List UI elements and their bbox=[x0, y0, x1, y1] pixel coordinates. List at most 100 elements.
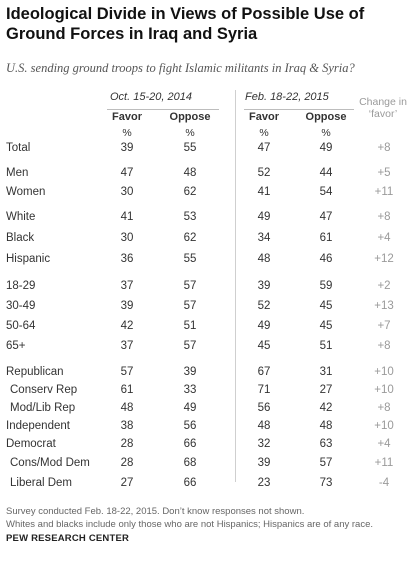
oct-favor-value: 39 bbox=[120, 300, 134, 312]
feb-oppose-value: 61 bbox=[319, 232, 333, 244]
feb-favor-value: 48 bbox=[257, 420, 271, 432]
row-label: Men bbox=[6, 167, 29, 179]
feb-favor-value: 47 bbox=[257, 142, 271, 154]
oct-oppose-value: 57 bbox=[183, 300, 197, 312]
change-value: +7 bbox=[377, 320, 391, 332]
oct-oppose-value: 55 bbox=[183, 142, 197, 154]
table-row: 30-49 39 57 52 45 +13 bbox=[0, 300, 415, 317]
oct-favor-value: 38 bbox=[120, 420, 134, 432]
change-value: +13 bbox=[374, 300, 394, 312]
oct-favor-value: 37 bbox=[120, 340, 134, 352]
row-label: 18-29 bbox=[6, 280, 36, 292]
oct-favor-value: 41 bbox=[120, 211, 134, 223]
row-label: Democrat bbox=[6, 438, 56, 450]
oct-oppose-value: 33 bbox=[183, 384, 197, 396]
feb-favor-value: 52 bbox=[257, 300, 271, 312]
feb-favor-value: 23 bbox=[257, 477, 271, 489]
footnotes: Survey conducted Feb. 18-22, 2015. Don’t… bbox=[6, 505, 412, 531]
oct-oppose-value: 68 bbox=[183, 457, 197, 469]
table-row: Men 47 48 52 44 +5 bbox=[0, 167, 415, 184]
change-value: +8 bbox=[377, 402, 391, 414]
row-label: 65+ bbox=[6, 340, 26, 352]
feb-oppose-value: 51 bbox=[319, 340, 333, 352]
table-row: White 41 53 49 47 +8 bbox=[0, 211, 415, 228]
footnote-survey: Survey conducted Feb. 18-22, 2015. Don’t… bbox=[6, 506, 305, 517]
oct-oppose-value: 56 bbox=[183, 420, 197, 432]
feb-favor-value: 52 bbox=[257, 167, 271, 179]
oct-favor-value: 28 bbox=[120, 457, 134, 469]
oct-favor-value: 47 bbox=[120, 167, 134, 179]
oppose-header-feb: Oppose bbox=[305, 111, 347, 123]
change-value: +2 bbox=[377, 280, 391, 292]
oct-divider bbox=[107, 109, 219, 110]
feb-favor-value: 41 bbox=[257, 186, 271, 198]
change-value: +11 bbox=[374, 186, 394, 198]
row-label: Black bbox=[6, 232, 35, 244]
feb-oppose-value: 47 bbox=[319, 211, 333, 223]
row-label: 50-64 bbox=[6, 320, 36, 332]
feb-oppose-value: 42 bbox=[319, 402, 333, 414]
period-feb-2015: Feb. 18-22, 2015 bbox=[245, 91, 329, 103]
feb-favor-value: 34 bbox=[257, 232, 271, 244]
oct-favor-value: 36 bbox=[120, 253, 134, 265]
feb-favor-value: 71 bbox=[257, 384, 271, 396]
change-value: +11 bbox=[374, 457, 394, 469]
change-value: +8 bbox=[377, 142, 391, 154]
feb-oppose-value: 27 bbox=[319, 384, 333, 396]
oct-favor-value: 61 bbox=[120, 384, 134, 396]
oct-favor-value: 42 bbox=[120, 320, 134, 332]
oct-favor-value: 37 bbox=[120, 280, 134, 292]
row-label: Cons/Mod Dem bbox=[10, 457, 90, 469]
table-row: 18-29 37 57 39 59 +2 bbox=[0, 280, 415, 297]
change-value: +10 bbox=[374, 420, 394, 432]
oct-oppose-value: 57 bbox=[183, 280, 197, 292]
feb-favor-value: 56 bbox=[257, 402, 271, 414]
feb-favor-value: 49 bbox=[257, 320, 271, 332]
period-oct-2014: Oct. 15-20, 2014 bbox=[110, 91, 192, 103]
oct-oppose-value: 66 bbox=[183, 477, 197, 489]
table-row: Independent 38 56 48 48 +10 bbox=[0, 420, 415, 437]
feb-oppose-value: 57 bbox=[319, 457, 333, 469]
row-label: Independent bbox=[6, 420, 70, 432]
feb-oppose-value: 54 bbox=[319, 186, 333, 198]
row-label: White bbox=[6, 211, 36, 223]
table-row: 50-64 42 51 49 45 +7 bbox=[0, 320, 415, 337]
row-label: Total bbox=[6, 142, 31, 154]
oct-favor-value: 28 bbox=[120, 438, 134, 450]
oct-oppose-value: 39 bbox=[183, 366, 197, 378]
oct-oppose-value: 48 bbox=[183, 167, 197, 179]
row-label: Women bbox=[6, 186, 46, 198]
row-label: 30-49 bbox=[6, 300, 36, 312]
table-row: Women 30 62 41 54 +11 bbox=[0, 186, 415, 203]
table-row: Cons/Mod Dem 28 68 39 57 +11 bbox=[0, 457, 415, 474]
pct-label-oct-oppose: % bbox=[185, 127, 195, 139]
feb-divider bbox=[244, 109, 354, 110]
feb-favor-value: 39 bbox=[257, 280, 271, 292]
change-value: +4 bbox=[377, 232, 391, 244]
change-value: +12 bbox=[374, 253, 394, 265]
oct-favor-value: 57 bbox=[120, 366, 134, 378]
oct-oppose-value: 53 bbox=[183, 211, 197, 223]
feb-oppose-value: 44 bbox=[319, 167, 333, 179]
pct-label-feb-oppose: % bbox=[321, 127, 331, 139]
table-row: Mod/Lib Rep 48 49 56 42 +8 bbox=[0, 402, 415, 419]
row-label: Conserv Rep bbox=[10, 384, 78, 396]
feb-favor-value: 49 bbox=[257, 211, 271, 223]
row-label: Mod/Lib Rep bbox=[10, 402, 76, 414]
oct-favor-value: 39 bbox=[120, 142, 134, 154]
period-separator bbox=[235, 90, 236, 482]
change-value: +8 bbox=[377, 211, 391, 223]
oct-oppose-value: 66 bbox=[183, 438, 197, 450]
oct-oppose-value: 55 bbox=[183, 253, 197, 265]
feb-oppose-value: 31 bbox=[319, 366, 333, 378]
feb-favor-value: 32 bbox=[257, 438, 271, 450]
change-value: +8 bbox=[377, 340, 391, 352]
change-value: +10 bbox=[374, 384, 394, 396]
change-value: -4 bbox=[378, 477, 390, 489]
oct-oppose-value: 62 bbox=[183, 186, 197, 198]
oct-oppose-value: 62 bbox=[183, 232, 197, 244]
survey-question: U.S. sending ground troops to fight Isla… bbox=[6, 61, 355, 75]
oct-favor-value: 30 bbox=[120, 186, 134, 198]
oct-oppose-value: 49 bbox=[183, 402, 197, 414]
table-row: Hispanic 36 55 48 46 +12 bbox=[0, 253, 415, 270]
